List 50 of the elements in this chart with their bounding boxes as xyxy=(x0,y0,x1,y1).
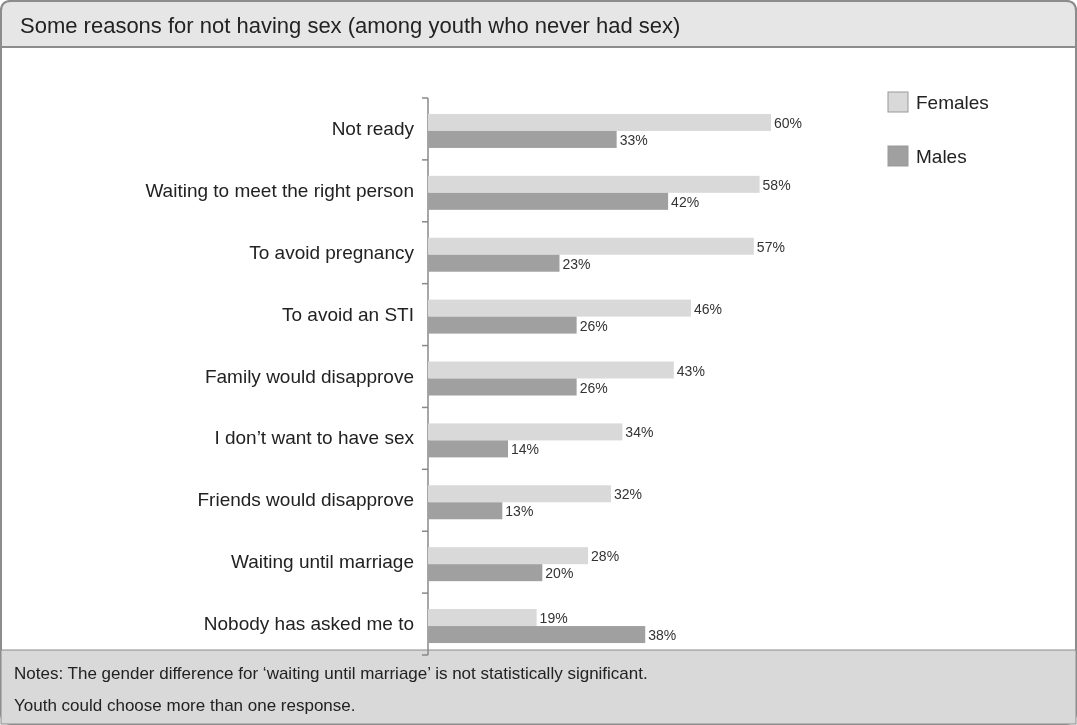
bar xyxy=(428,378,577,396)
bar xyxy=(428,626,646,644)
bar xyxy=(428,440,509,458)
data-label: 34% xyxy=(625,424,654,441)
bar xyxy=(428,254,560,272)
bar xyxy=(428,485,611,503)
bar xyxy=(428,609,537,627)
data-label: 19% xyxy=(539,610,568,627)
y-tick-label: Waiting until marriage xyxy=(230,551,414,573)
data-label: 32% xyxy=(613,486,642,503)
y-tick-label: Nobody has asked me to xyxy=(203,613,414,635)
y-tick-label: Friends would disapprove xyxy=(197,489,414,511)
bar xyxy=(428,175,760,193)
text: Youth could choose more than one response. xyxy=(14,696,356,715)
y-tick-label: To avoid an STI xyxy=(281,303,414,325)
bar xyxy=(428,547,589,565)
bar xyxy=(428,564,543,582)
bar xyxy=(428,299,691,317)
bar xyxy=(428,316,577,334)
bar xyxy=(428,423,623,441)
data-label: 20% xyxy=(545,565,574,582)
y-tick-label: I don’t want to have sex xyxy=(214,427,415,449)
data-label: 42% xyxy=(671,193,700,210)
data-label: 60% xyxy=(774,114,803,131)
y-tick-label: Family would disapprove xyxy=(204,365,414,387)
bar xyxy=(428,130,617,148)
data-label: 57% xyxy=(756,238,785,255)
bar xyxy=(428,192,669,210)
data-label: 13% xyxy=(505,503,534,520)
bar xyxy=(428,361,674,379)
legend-label: Females xyxy=(916,92,989,113)
bar xyxy=(428,237,754,255)
data-label: 38% xyxy=(648,627,677,644)
data-label: 26% xyxy=(579,317,608,334)
chart-title: Some reasons for not having sex (among youth who never had sex) xyxy=(20,13,681,38)
data-label: 26% xyxy=(579,379,608,396)
y-tick-label: Waiting to meet the right person xyxy=(145,179,414,201)
y-tick-label: To avoid pregnancy xyxy=(249,241,415,263)
text: Notes: The gender difference for ‘waiting until marriage’ is not statistically significant. xyxy=(14,664,648,683)
bar xyxy=(428,502,503,520)
data-label: 14% xyxy=(511,441,540,458)
data-label: 43% xyxy=(676,362,705,379)
data-label: 46% xyxy=(693,300,722,317)
data-label: 28% xyxy=(591,548,620,565)
bar xyxy=(428,113,771,131)
y-tick-label: Not ready xyxy=(331,117,415,139)
data-label: 33% xyxy=(619,131,648,148)
data-label: 23% xyxy=(562,255,591,272)
legend-label: Males xyxy=(916,146,967,167)
data-label: 58% xyxy=(762,176,791,193)
